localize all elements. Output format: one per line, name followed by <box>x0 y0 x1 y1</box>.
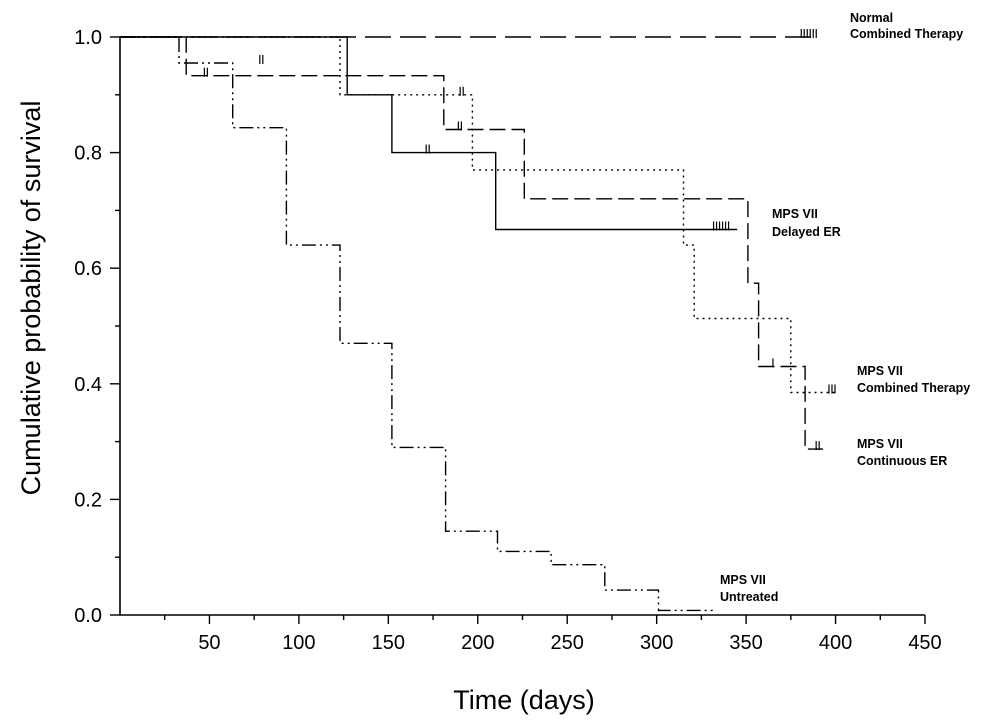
series-line-2 <box>120 36 836 394</box>
series-4 <box>120 36 713 615</box>
x-tick-label-250: 250 <box>551 632 584 654</box>
y-tick-label-0.6: 0.6 <box>74 258 102 280</box>
y-tick-label-0.8: 0.8 <box>74 143 102 165</box>
x-tick-label-400: 400 <box>819 632 852 654</box>
series-line-1 <box>120 36 738 231</box>
series-2 <box>120 36 836 394</box>
x-tick-label-100: 100 <box>282 632 315 654</box>
series-1 <box>120 36 738 231</box>
y-tick-label-0.0: 0.0 <box>74 605 102 627</box>
x-tick-label-200: 200 <box>461 632 494 654</box>
axes: 50 100 150 200 250 300 350 400 450 0.0 0.2 0.4 0.6 0.… <box>74 27 942 654</box>
series-line-4 <box>120 36 713 615</box>
series-line-3 <box>120 36 823 450</box>
y-tick-label-1.0: 1.0 <box>74 27 102 49</box>
series-3 <box>120 36 823 451</box>
x-tick-label-300: 300 <box>640 632 673 654</box>
x-axis-title: Time (days) <box>453 685 595 715</box>
y-tick-label-0.4: 0.4 <box>74 374 102 396</box>
x-tick-label-50: 50 <box>198 632 220 654</box>
y-tick-label-0.2: 0.2 <box>74 489 102 511</box>
y-axis-title: Cumulative probability of survival <box>16 101 46 496</box>
x-tick-label-150: 150 <box>372 632 405 654</box>
x-tick-label-450: 450 <box>908 632 941 654</box>
survival-curves <box>120 29 836 615</box>
x-tick-label-350: 350 <box>729 632 762 654</box>
